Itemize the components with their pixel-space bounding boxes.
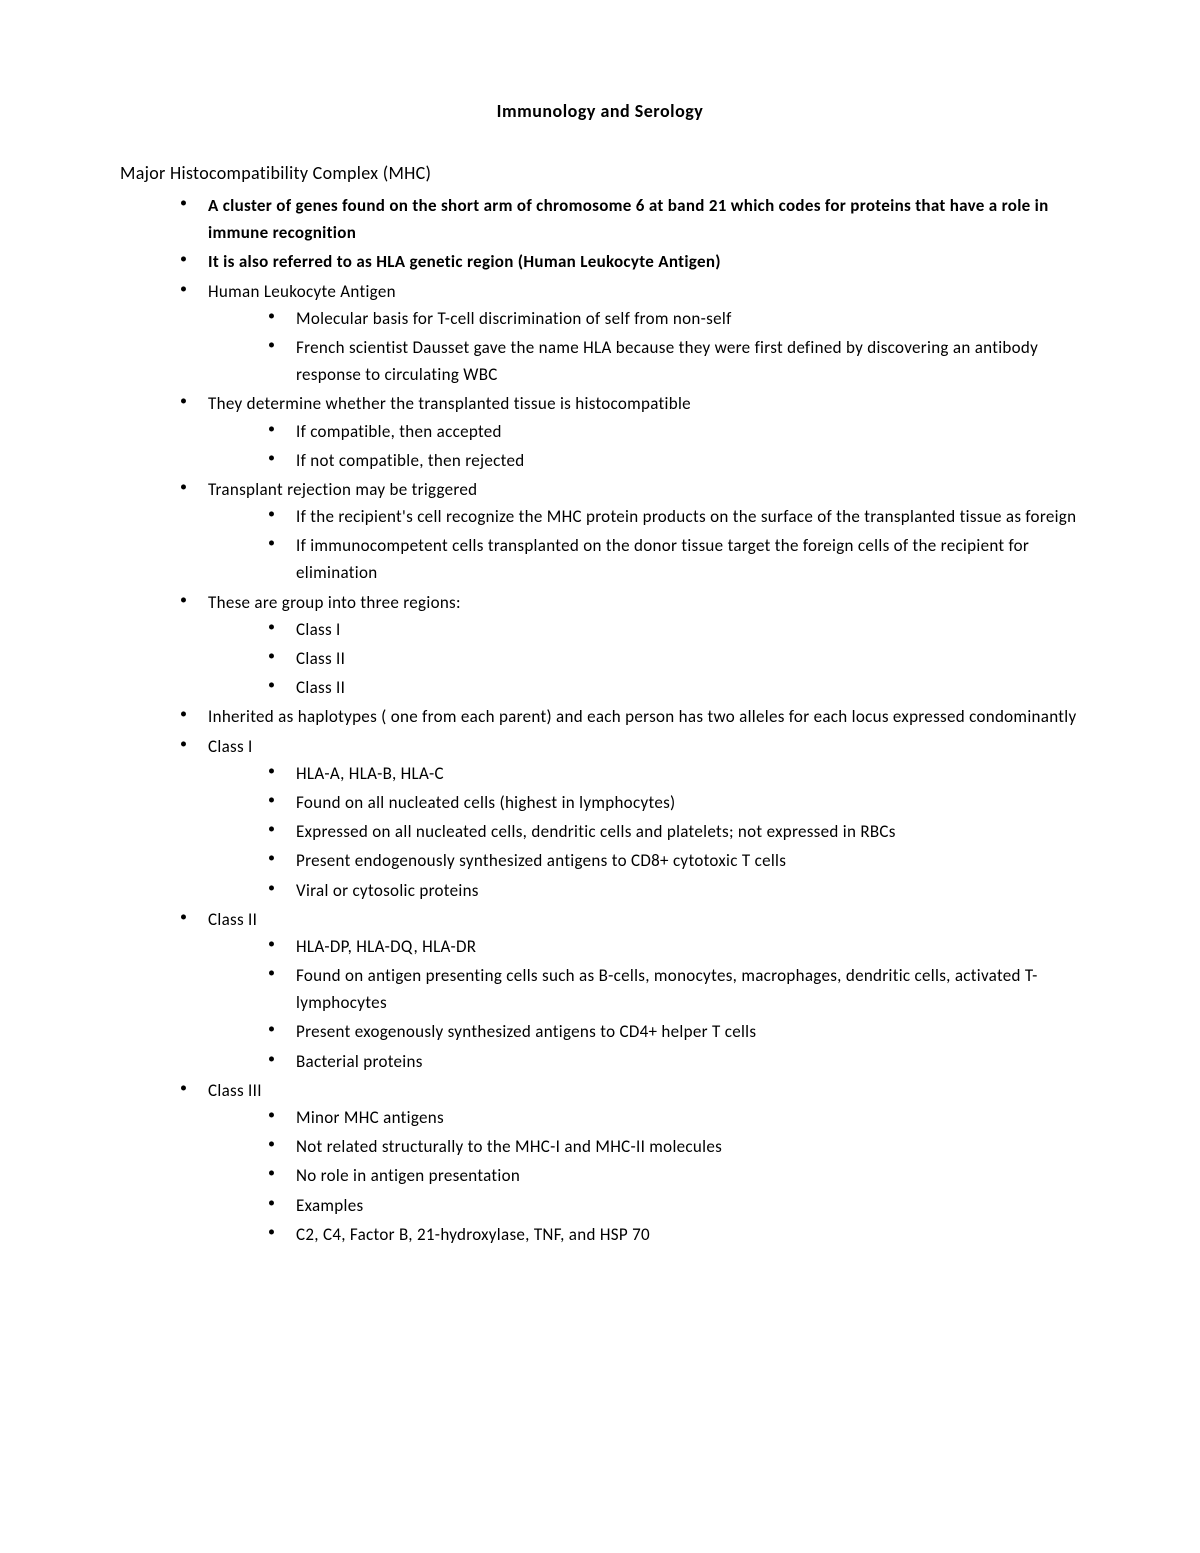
list-item: HLA-DP, HLA-DQ, HLA-DR (268, 933, 1080, 960)
list-item: If the recipient's cell recognize the MH… (268, 503, 1080, 530)
sub-list: Class IClass IIClass II (268, 616, 1080, 702)
list-item: C2, C4, Factor B, 21-hydroxylase, TNF, a… (268, 1221, 1080, 1248)
list-item: Class II HLA-DP, HLA-DQ, HLA-DRFound on a… (180, 906, 1080, 1075)
list-item: Viral or cytosolic proteins (268, 877, 1080, 904)
list-item: No role in antigen presentation (268, 1162, 1080, 1189)
main-list: A cluster of genes found on the short ar… (180, 192, 1080, 1248)
list-item: Found on antigen presenting cells such a… (268, 962, 1080, 1016)
list-item: Class II (268, 645, 1080, 672)
list-item-text: These are group into three regions: (208, 592, 461, 613)
list-item: Class I HLA-A, HLA-B, HLA-CFound on all n… (180, 733, 1080, 904)
list-item-text: Transplant rejection may be triggered (208, 479, 477, 500)
list-item: Present exogenously synthesized antigens… (268, 1018, 1080, 1045)
document-title: Immunology and Serology (120, 100, 1080, 122)
list-item: Minor MHC antigens (268, 1104, 1080, 1131)
list-item: French scientist Dausset gave the name H… (268, 334, 1080, 388)
list-item: Class I (268, 616, 1080, 643)
list-item-text: Human Leukocyte Antigen (208, 281, 396, 302)
list-item: Examples (268, 1192, 1080, 1219)
list-item: These are group into three regions: Class… (180, 589, 1080, 702)
list-item: Expressed on all nucleated cells, dendri… (268, 818, 1080, 845)
sub-list: If compatible, then acceptedIf not compa… (268, 418, 1080, 474)
list-item: If not compatible, then rejected (268, 447, 1080, 474)
list-item-text: Class II (208, 909, 257, 930)
list-item: If immunocompetent cells transplanted on… (268, 532, 1080, 586)
sub-list: HLA-DP, HLA-DQ, HLA-DRFound on antigen p… (268, 933, 1080, 1075)
sub-list: Molecular basis for T-cell discriminatio… (268, 305, 1080, 389)
list-item: Class II (268, 674, 1080, 701)
list-item: Inherited as haplotypes ( one from each … (180, 703, 1080, 730)
list-item: They determine whether the transplanted … (180, 390, 1080, 474)
list-item: Class III Minor MHC antigensNot related s… (180, 1077, 1080, 1248)
sub-list: If the recipient's cell recognize the MH… (268, 503, 1080, 587)
list-item: Found on all nucleated cells (highest in… (268, 789, 1080, 816)
list-item-text: It is also referred to as HLA genetic re… (208, 251, 721, 272)
list-item: A cluster of genes found on the short ar… (180, 192, 1080, 246)
list-item: Not related structurally to the MHC-I an… (268, 1133, 1080, 1160)
list-item-text: Inherited as haplotypes ( one from each … (208, 706, 1076, 727)
list-item-text: A cluster of genes found on the short ar… (208, 195, 1049, 243)
sub-list: HLA-A, HLA-B, HLA-CFound on all nucleate… (268, 760, 1080, 904)
list-item-text: Class I (208, 736, 253, 757)
list-item: It is also referred to as HLA genetic re… (180, 248, 1080, 275)
section-heading: Major Histocompatibility Complex (MHC) (120, 162, 1080, 184)
list-item: HLA-A, HLA-B, HLA-C (268, 760, 1080, 787)
list-item: If compatible, then accepted (268, 418, 1080, 445)
list-item-text: They determine whether the transplanted … (208, 393, 691, 414)
list-item: Molecular basis for T-cell discriminatio… (268, 305, 1080, 332)
list-item: Human Leukocyte Antigen Molecular basis f… (180, 278, 1080, 389)
list-item: Transplant rejection may be triggered If … (180, 476, 1080, 587)
sub-list: Minor MHC antigensNot related structural… (268, 1104, 1080, 1248)
list-item-text: Class III (208, 1080, 262, 1101)
list-item: Bacterial proteins (268, 1048, 1080, 1075)
list-item: Present endogenously synthesized antigen… (268, 847, 1080, 874)
